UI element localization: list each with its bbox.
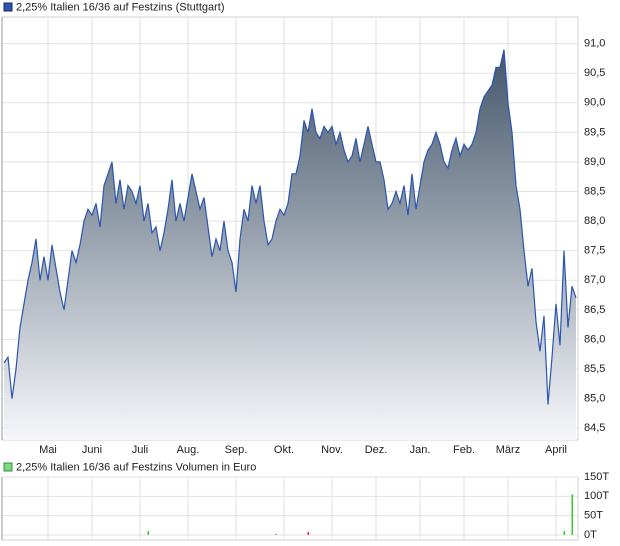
y-tick-label: 86,5 <box>584 304 605 316</box>
y-tick-label: 85,0 <box>584 392 605 404</box>
y-tick-label: 88,0 <box>584 215 605 227</box>
y-tick-label: 90,5 <box>584 67 605 79</box>
y-tick-label: 88,5 <box>584 185 605 197</box>
y-tick-label: 86,0 <box>584 333 605 345</box>
volume-pane: 0T 50T 100T 150T <box>1 471 609 541</box>
area-fill <box>4 49 576 440</box>
price-pane: 84,5 85,0 85,5 86,0 86,5 87,0 87,5 88,0 88,5 89,0… <box>1 16 605 456</box>
volume-bar <box>147 531 149 535</box>
y-tick-label: 100T <box>584 490 609 502</box>
price-line <box>3 49 577 405</box>
chart-title: 2,25% Italien 16/36 auf Festzins (Stuttg… <box>16 1 225 13</box>
plot-area <box>1 476 579 541</box>
volume-bar <box>275 533 277 535</box>
x-tick-label: Juli <box>132 444 149 456</box>
x-tick-label: Okt. <box>274 444 294 456</box>
x-tick-label: Jan. <box>410 444 431 456</box>
y-tick-label: 90,0 <box>584 97 605 109</box>
legend-swatch <box>3 2 13 12</box>
x-tick-label: Dez. <box>365 444 388 456</box>
x-tick-label: März <box>496 444 520 456</box>
y-tick-label: 87,0 <box>584 274 605 286</box>
y-tick-label: 150T <box>584 471 609 483</box>
x-tick-label: Nov. <box>321 444 343 456</box>
x-tick-label: Mai <box>39 444 57 456</box>
volume-bar <box>571 494 573 535</box>
y-tick-label: 0T <box>584 529 597 541</box>
y-tick-label: 89,0 <box>584 156 605 168</box>
x-tick-label: April <box>545 444 567 456</box>
y-tick-label: 89,5 <box>584 126 605 138</box>
x-tick-label: Aug. <box>177 444 200 456</box>
volume-bar <box>563 531 565 535</box>
y-tick-label: 50T <box>584 510 603 522</box>
x-tick-label: Feb. <box>453 444 475 456</box>
y-tick-label: 85,5 <box>584 363 605 375</box>
volume-bar <box>307 531 309 535</box>
y-tick-label: 91,0 <box>584 38 605 50</box>
legend-swatch <box>3 462 13 472</box>
y-tick-label: 87,5 <box>584 245 605 257</box>
chart-title: 2,25% Italien 16/36 auf Festzins Volumen… <box>16 461 256 473</box>
x-tick-label: Sep. <box>225 444 248 456</box>
x-tick-label: Juni <box>82 444 102 456</box>
y-tick-label: 84,5 <box>584 422 605 434</box>
